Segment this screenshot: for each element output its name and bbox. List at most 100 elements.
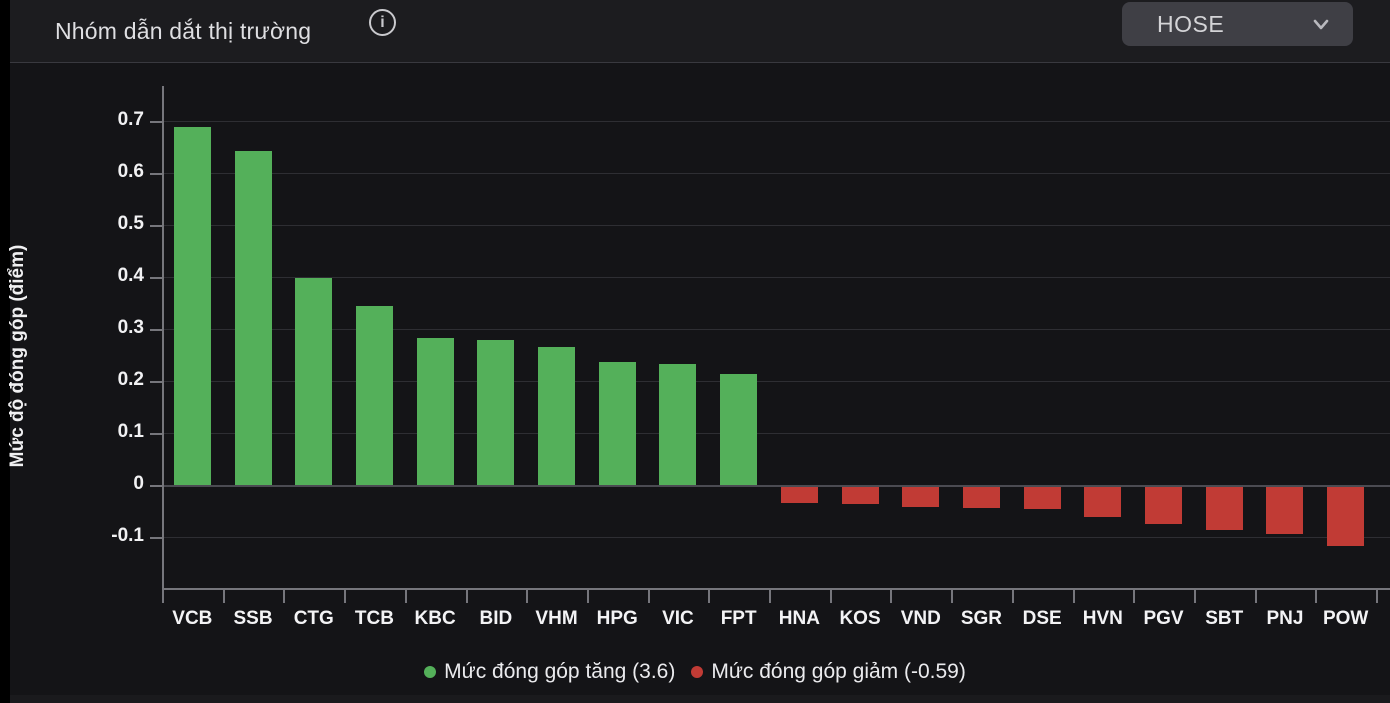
bar-pgv[interactable]: [1145, 487, 1183, 525]
legend-dot-green: [424, 666, 437, 678]
exchange-dropdown[interactable]: HOSE: [1122, 2, 1353, 46]
x-label-sgr: SGR: [960, 608, 1003, 629]
legend-label-negative: Mức đóng góp giảm (-0.59): [711, 660, 966, 683]
x-label-tcb: TCB: [354, 608, 394, 629]
x-tick-19: [1315, 589, 1318, 603]
x-label-dse: DSE: [1022, 608, 1062, 629]
bar-ctg[interactable]: [295, 278, 333, 485]
y-tick-0-1: [150, 433, 162, 435]
y-tick-0-4: [150, 277, 162, 279]
y-axis-line: [162, 86, 164, 589]
gridline-neg-0-1: [163, 537, 1390, 538]
chevron-down-icon: [1313, 19, 1329, 30]
x-tick-13: [951, 589, 954, 603]
gridline-0-1: [163, 433, 1390, 434]
gridline-0-3: [163, 329, 1390, 330]
legend-label-positive: Mức đóng góp tăng (3.6): [444, 660, 676, 683]
bar-vnd[interactable]: [902, 487, 940, 507]
x-label-ctg: CTG: [293, 608, 334, 629]
legend-item-negative[interactable]: Mức đóng góp giảm (-0.59): [691, 660, 966, 684]
x-label-kbc: KBC: [414, 608, 456, 629]
x-label-vhm: VHM: [535, 608, 578, 629]
x-tick-4: [404, 589, 407, 603]
x-tick-7: [586, 589, 589, 603]
x-label-pgv: PGV: [1143, 608, 1184, 629]
x-tick-17: [1193, 589, 1196, 603]
y-tick-label-0-1: 0.1: [117, 421, 144, 442]
x-label-pow: POW: [1322, 608, 1369, 629]
left-edge-strip: [0, 0, 10, 703]
x-tick-10: [769, 589, 771, 603]
x-label-pnj: PNJ: [1266, 608, 1304, 629]
y-tick-label-0-4: 0.4: [117, 265, 144, 286]
x-label-hpg: HPG: [596, 608, 638, 629]
bar-hvn[interactable]: [1084, 487, 1122, 517]
chart-legend: Mức đóng góp tăng (3.6) Mức đóng góp giả…: [0, 653, 1390, 691]
info-icon[interactable]: i: [369, 9, 396, 36]
bar-kos[interactable]: [841, 487, 879, 505]
y-tick-0-2: [150, 381, 162, 383]
x-tick-0: [162, 589, 164, 603]
bar-vic[interactable]: [659, 363, 697, 485]
x-tick-9: [708, 589, 711, 603]
bar-kbc[interactable]: [416, 338, 454, 485]
bar-pow[interactable]: [1327, 487, 1365, 546]
bottom-edge: [10, 695, 1390, 703]
bar-dse[interactable]: [1023, 487, 1061, 510]
exchange-dropdown-value: HOSE: [1157, 10, 1225, 37]
y-tick-0-6: [150, 173, 162, 175]
gridline-0-2: [163, 381, 1390, 382]
x-tick-8: [647, 589, 650, 603]
y-tick-0: [150, 485, 162, 487]
y-tick-label-0-5: 0.5: [117, 213, 144, 234]
bar-vhm[interactable]: [538, 346, 576, 485]
x-label-bid: BID: [479, 608, 513, 629]
x-tick-14: [1011, 589, 1014, 603]
bar-hna[interactable]: [780, 487, 818, 503]
bar-fpt[interactable]: [720, 373, 758, 485]
y-tick-0-3: [150, 329, 162, 331]
bar-bid[interactable]: [477, 340, 515, 485]
x-label-ssb: SSB: [233, 608, 273, 629]
x-tick-12: [890, 589, 893, 603]
bar-vcb[interactable]: [173, 127, 211, 485]
legend-item-positive[interactable]: Mức đóng góp tăng (3.6): [424, 660, 675, 684]
panel-title: Nhóm dẫn dắt thị trường: [55, 17, 312, 44]
bar-pnj[interactable]: [1266, 487, 1304, 534]
bar-sbt[interactable]: [1205, 487, 1243, 530]
gridline-0-7: [163, 121, 1390, 122]
x-label-hvn: HVN: [1082, 608, 1123, 629]
x-label-kos: KOS: [839, 608, 881, 629]
bar-tcb[interactable]: [355, 306, 393, 485]
x-tick-1: [222, 589, 225, 603]
x-label-sbt: SBT: [1205, 608, 1244, 629]
y-tick-0-7: [150, 121, 162, 123]
y-tick-label-0-3: 0.3: [117, 317, 144, 338]
legend-dot-red: [691, 666, 704, 678]
x-tick-2: [283, 589, 286, 603]
bar-sgr[interactable]: [962, 487, 1000, 508]
gridline-0-4: [163, 277, 1390, 278]
x-tick-5: [465, 589, 468, 603]
x-label-vcb: VCB: [172, 608, 213, 629]
gridline-0-6: [163, 173, 1390, 174]
x-tick-6: [526, 589, 529, 603]
x-tick-3: [344, 589, 347, 603]
x-tick-15: [1072, 589, 1075, 603]
y-tick-label-0-7: 0.7: [117, 109, 144, 130]
y-axis-title: Mức độ đóng góp (điểm): [7, 244, 28, 468]
x-tick-11: [829, 589, 832, 603]
x-tick-20: [1376, 589, 1378, 603]
y-tick-label-0-6: 0.6: [117, 161, 144, 182]
x-label-vic: VIC: [662, 608, 694, 629]
x-label-hna: HNA: [778, 608, 820, 629]
x-tick-18: [1254, 589, 1257, 603]
bar-hpg[interactable]: [598, 362, 636, 485]
y-tick-label-0-2: 0.2: [117, 369, 144, 390]
panel-header: Nhóm dẫn dắt thị trường i HOSE: [10, 0, 1390, 63]
bar-ssb[interactable]: [234, 150, 272, 485]
y-tick-neg-0-1: [150, 537, 162, 539]
y-tick-label-0: 0: [133, 473, 144, 494]
y-tick-0-5: [150, 225, 162, 227]
